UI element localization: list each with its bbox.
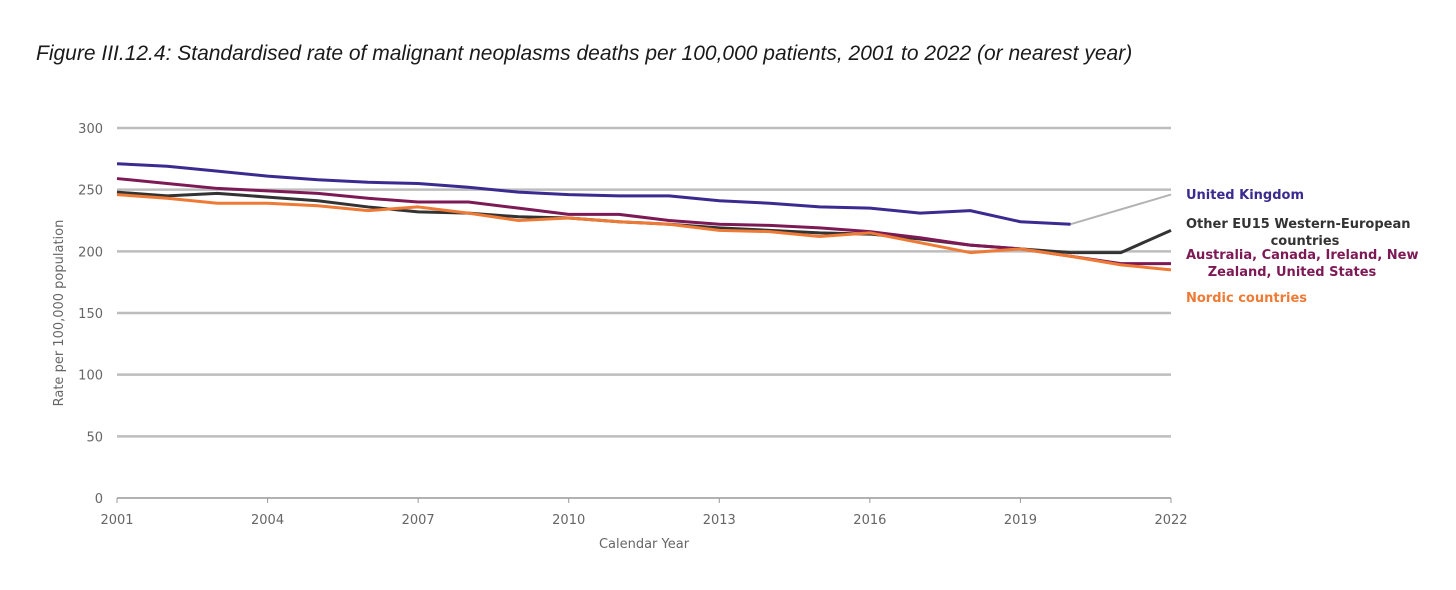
series-line	[116, 177, 1171, 266]
legend-label: countries	[1271, 234, 1340, 249]
x-tick-label: 2007	[402, 513, 435, 528]
y-tick-label: 250	[78, 184, 103, 199]
y-tick-label: 300	[78, 122, 103, 137]
series-line	[116, 193, 1172, 272]
y-axis-label: Rate per 100,000 population	[52, 220, 67, 407]
y-tick-label: 50	[86, 430, 103, 445]
x-tick-label: 2013	[703, 513, 736, 528]
legend-label: Australia, Canada, Ireland, New	[1186, 248, 1419, 263]
legend-label: Nordic countries	[1186, 291, 1307, 306]
x-axis-label: Calendar Year	[599, 537, 690, 552]
figure-title: Figure III.12.4: Standardised rate of ma…	[36, 42, 1133, 65]
x-tick-label: 2016	[853, 513, 886, 528]
x-tick-label: 2019	[1004, 513, 1037, 528]
legend-label: United Kingdom	[1186, 188, 1304, 203]
y-tick-label: 100	[78, 369, 103, 384]
legend-label: Zealand, United States	[1208, 265, 1377, 280]
x-tick-label: 2004	[251, 513, 284, 528]
y-tick-label: 150	[78, 307, 103, 322]
y-tick-label: 0	[95, 492, 103, 507]
projection-line	[1070, 193, 1172, 226]
series-line	[116, 162, 1071, 226]
x-tick-label: 2022	[1154, 513, 1187, 528]
y-tick-label: 200	[78, 245, 103, 260]
legend-label: Other EU15 Western-European	[1186, 217, 1410, 232]
x-tick-label: 2010	[552, 513, 585, 528]
x-tick-label: 2001	[100, 513, 133, 528]
